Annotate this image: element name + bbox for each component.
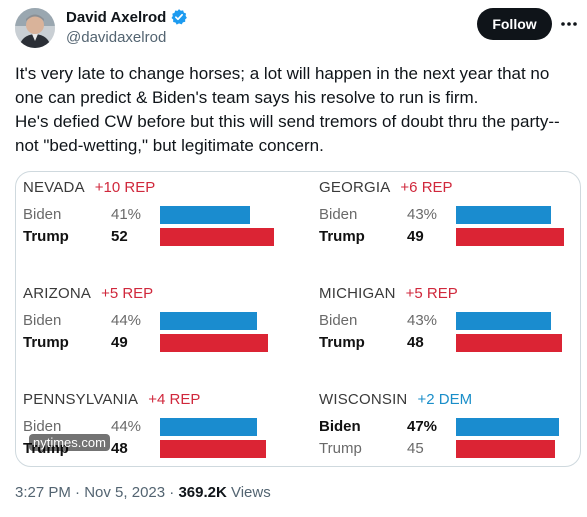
candidate-name: Trump xyxy=(23,228,69,245)
candidate-row-biden: Biden 43% xyxy=(319,204,580,226)
source-watermark: nytimes.com xyxy=(29,434,110,451)
author-name-row: David Axelrod xyxy=(66,8,188,26)
state-margin: +4 REP xyxy=(148,391,201,408)
candidate-percent: 47% xyxy=(407,418,438,435)
state-margin: +10 REP xyxy=(94,179,156,196)
candidate-row-biden: Biden 41% xyxy=(23,204,293,226)
poll-bar-biden xyxy=(456,206,551,224)
post-time[interactable]: 3:27 PM xyxy=(15,484,71,501)
state-header: NEVADA +10 REP xyxy=(23,179,155,196)
state-block-nevada: NEVADA +10 REP Biden 41% Trump 52 xyxy=(23,179,293,269)
candidate-row-biden: Biden 44% xyxy=(23,416,293,438)
candidate-row-trump: Trump 49 xyxy=(23,332,293,354)
state-header: WISCONSIN +2 DEM xyxy=(319,391,472,408)
candidate-percent: 44% xyxy=(111,312,142,329)
poll-bar-biden xyxy=(160,206,250,224)
poll-bar-biden xyxy=(160,312,257,330)
candidate-percent: 49 xyxy=(407,228,424,245)
state-margin: +2 DEM xyxy=(417,391,473,408)
candidate-row-biden: Biden 47% xyxy=(319,416,580,438)
tweet-paragraph-1: It's very late to change horses; a lot w… xyxy=(15,64,550,107)
candidate-name: Biden xyxy=(319,206,358,223)
candidate-name: Biden xyxy=(319,312,358,329)
poll-bar-biden xyxy=(456,418,559,436)
views-label: Views xyxy=(226,484,271,501)
state-margin: +6 REP xyxy=(400,179,453,196)
meta-separator: · xyxy=(165,484,179,501)
avatar[interactable] xyxy=(15,8,55,48)
candidate-name: Trump xyxy=(319,228,365,245)
poll-card[interactable]: NEVADA +10 REP Biden 41% Trump 52 GEORGIA +6 RE… xyxy=(15,171,581,467)
state-name: MICHIGAN xyxy=(319,285,396,302)
poll-bar-trump xyxy=(160,440,266,458)
candidate-row-trump: Trump 49 xyxy=(319,226,580,248)
tweet-paragraph-2: He's defied CW before but this will send… xyxy=(15,112,560,155)
candidate-name: Biden xyxy=(23,418,62,435)
state-block-wisconsin: WISCONSIN +2 DEM Biden 47% Trump 45 xyxy=(319,391,580,466)
views-count: 369.2K xyxy=(178,484,227,501)
poll-bar-trump xyxy=(456,440,555,458)
candidate-name: Trump xyxy=(23,334,69,351)
candidate-percent: 43% xyxy=(407,206,438,223)
meta-separator: · xyxy=(70,484,85,501)
state-name: GEORGIA xyxy=(319,179,391,196)
author-handle[interactable]: @davidaxelrod xyxy=(66,29,167,46)
poll-bar-trump xyxy=(160,334,268,352)
candidate-percent: 41% xyxy=(111,206,142,223)
candidate-name: Trump xyxy=(319,440,362,457)
candidate-percent: 44% xyxy=(111,418,142,435)
poll-bar-trump xyxy=(160,228,274,246)
state-header: GEORGIA +6 REP xyxy=(319,179,453,196)
follow-button[interactable]: Follow xyxy=(477,8,552,40)
tweet-text: It's very late to change horses; a lot w… xyxy=(15,62,575,158)
candidate-name: Biden xyxy=(319,418,361,435)
state-name: WISCONSIN xyxy=(319,391,408,408)
candidate-name: Biden xyxy=(23,206,62,223)
state-name: NEVADA xyxy=(23,179,85,196)
candidate-name: Trump xyxy=(319,334,365,351)
candidate-percent: 52 xyxy=(111,228,128,245)
state-name: ARIZONA xyxy=(23,285,92,302)
avatar-photo xyxy=(15,8,55,48)
poll-bar-trump xyxy=(456,228,564,246)
candidate-percent: 48 xyxy=(111,440,128,457)
state-block-michigan: MICHIGAN +5 REP Biden 43% Trump 48 xyxy=(319,285,580,375)
candidate-percent: 43% xyxy=(407,312,438,329)
state-header: MICHIGAN +5 REP xyxy=(319,285,458,302)
poll-bar-biden xyxy=(160,418,257,436)
candidate-row-trump: Trump 45 xyxy=(319,438,580,460)
poll-bar-trump xyxy=(456,334,562,352)
author-name[interactable]: David Axelrod xyxy=(66,8,167,26)
state-header: ARIZONA +5 REP xyxy=(23,285,153,302)
candidate-row-biden: Biden 44% xyxy=(23,310,293,332)
post-date[interactable]: Nov 5, 2023 xyxy=(84,484,166,501)
poll-bar-biden xyxy=(456,312,551,330)
candidate-row-trump: Trump 48 xyxy=(319,332,580,354)
candidate-percent: 45 xyxy=(407,440,424,457)
state-block-georgia: GEORGIA +6 REP Biden 43% Trump 49 xyxy=(319,179,580,269)
candidate-row-trump: Trump 52 xyxy=(23,226,293,248)
candidate-name: Biden xyxy=(23,312,62,329)
state-margin: +5 REP xyxy=(101,285,154,302)
state-block-arizona: ARIZONA +5 REP Biden 44% Trump 49 xyxy=(23,285,293,375)
verified-badge-icon xyxy=(171,9,188,25)
candidate-percent: 49 xyxy=(111,334,128,351)
state-name: PENNSYLVANIA xyxy=(23,391,139,408)
tweet-meta: 3:27 PM · Nov 5, 2023 · 369.2K Views xyxy=(15,484,271,501)
candidate-percent: 48 xyxy=(407,334,424,351)
more-options-icon[interactable] xyxy=(559,14,579,34)
state-margin: +5 REP xyxy=(405,285,458,302)
state-header: PENNSYLVANIA +4 REP xyxy=(23,391,200,408)
candidate-row-biden: Biden 43% xyxy=(319,310,580,332)
